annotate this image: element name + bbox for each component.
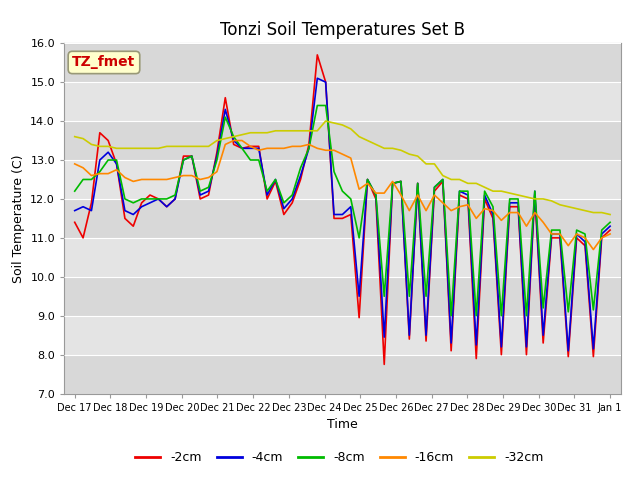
Legend: -2cm, -4cm, -8cm, -16cm, -32cm: -2cm, -4cm, -8cm, -16cm, -32cm — [130, 446, 548, 469]
Text: TZ_fmet: TZ_fmet — [72, 56, 136, 70]
Bar — [64, 238, 621, 277]
Y-axis label: Soil Temperature (C): Soil Temperature (C) — [12, 154, 25, 283]
Bar — [64, 160, 621, 199]
Bar — [64, 43, 621, 82]
Bar — [64, 277, 621, 316]
Bar — [64, 121, 621, 160]
Bar — [64, 316, 621, 355]
X-axis label: Time: Time — [327, 418, 358, 431]
Bar — [64, 82, 621, 121]
Title: Tonzi Soil Temperatures Set B: Tonzi Soil Temperatures Set B — [220, 21, 465, 39]
Bar — [64, 199, 621, 238]
Bar — [64, 355, 621, 394]
